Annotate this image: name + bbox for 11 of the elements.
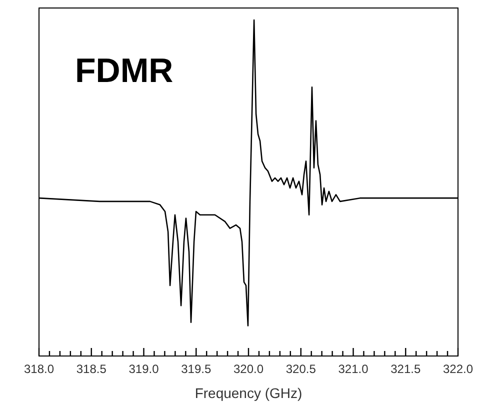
x-tick-label: 318.0 (24, 362, 54, 376)
x-tick-label: 320.0 (233, 362, 264, 376)
x-tick-label: 319.5 (181, 362, 212, 376)
x-axis-title: Frequency (GHz) (194, 385, 302, 401)
x-tick-label: 320.5 (286, 362, 316, 376)
x-tick-label: 321.0 (338, 362, 369, 376)
text: FDMR (75, 52, 174, 90)
x-tick-label: 322.0 (442, 362, 474, 376)
x-tick-label: 319.0 (128, 362, 160, 376)
x-tick-label: 318.5 (76, 362, 107, 376)
x-tick-label: 321.5 (390, 362, 421, 376)
